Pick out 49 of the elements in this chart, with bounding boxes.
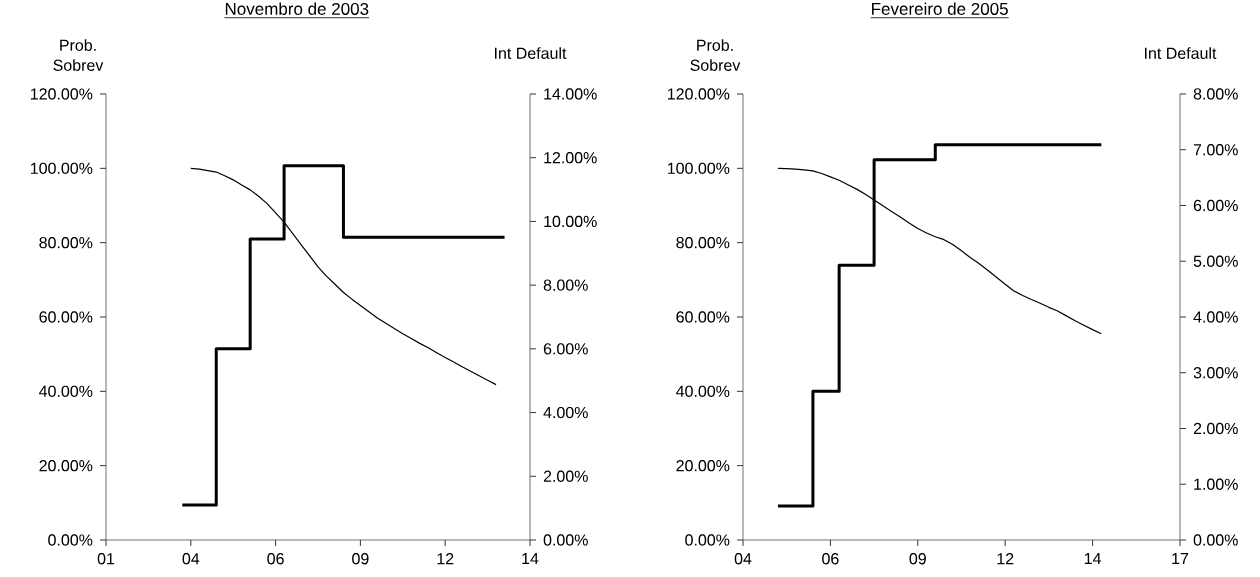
y-axis-title: Prob. Sobrev bbox=[53, 39, 104, 71]
y-tick-label: 60.00% bbox=[39, 311, 93, 323]
chart-title: Fevereiro de 2005 bbox=[872, 2, 1008, 15]
x-tick-label: 09 bbox=[352, 553, 369, 565]
y2-tick-label: 14.00% bbox=[544, 88, 597, 100]
y2-tick-label: 7.00% bbox=[1193, 144, 1238, 156]
x-tick-label: 14 bbox=[522, 553, 539, 565]
y2-tick-label: 6.00% bbox=[543, 343, 588, 355]
y2-tick-label: 6.00% bbox=[1193, 199, 1238, 212]
chart-title: Novembro de 2003 bbox=[225, 2, 369, 15]
y2-axis-title: Int Default bbox=[495, 47, 567, 59]
y-tick-label: 80.00% bbox=[676, 237, 730, 249]
x-tick-label: 17 bbox=[1172, 553, 1189, 565]
x-tick-label: 04 bbox=[182, 553, 200, 565]
x-tick-label: 06 bbox=[822, 553, 839, 565]
y-tick-label: 100.00% bbox=[668, 162, 730, 174]
y2-tick-label: 5.00% bbox=[1193, 255, 1238, 267]
y2-tick-label: 3.00% bbox=[1193, 367, 1238, 379]
y2-tick-label: 8.00% bbox=[1193, 88, 1238, 100]
y-axis-title: Prob. Sobrev bbox=[690, 39, 741, 71]
x-tick-label: 14 bbox=[1084, 553, 1102, 565]
y2-tick-label: 12.00% bbox=[544, 152, 597, 164]
y-tick-label: 100.00% bbox=[31, 162, 93, 174]
x-tick-label: 12 bbox=[997, 553, 1014, 565]
x-tick-label: 06 bbox=[267, 553, 284, 565]
y-tick-label: 80.00% bbox=[39, 237, 93, 249]
y2-tick-label: 10.00% bbox=[544, 215, 597, 228]
y2-tick-label: 0.00% bbox=[1193, 534, 1238, 546]
y-tick-label: 120.00% bbox=[668, 88, 730, 100]
y2-tick-label: 4.00% bbox=[1193, 311, 1238, 323]
y-tick-label: 20.00% bbox=[39, 460, 93, 472]
y2-tick-label: 8.00% bbox=[543, 279, 588, 291]
y-tick-label: 20.00% bbox=[676, 460, 730, 472]
y2-tick-label: 2.00% bbox=[1193, 422, 1238, 435]
y-tick-label: 40.00% bbox=[39, 385, 93, 397]
x-tick-label: 04 bbox=[734, 553, 752, 565]
y2-axis-title: Int Default bbox=[1145, 47, 1217, 59]
x-tick-label: 09 bbox=[909, 553, 926, 565]
y2-tick-label: 2.00% bbox=[543, 470, 588, 482]
y-tick-label: 0.00% bbox=[685, 534, 730, 546]
x-tick-label: 12 bbox=[437, 553, 454, 565]
y-tick-label: 40.00% bbox=[676, 385, 730, 397]
y-tick-label: 120.00% bbox=[31, 88, 93, 100]
y-tick-label: 60.00% bbox=[676, 311, 730, 323]
x-tick-label: 01 bbox=[97, 553, 115, 565]
y-tick-label: 0.00% bbox=[48, 534, 93, 546]
y2-tick-label: 4.00% bbox=[543, 406, 588, 419]
y2-tick-label: 1.00% bbox=[1194, 478, 1238, 490]
y2-tick-label: 0.00% bbox=[543, 534, 588, 546]
